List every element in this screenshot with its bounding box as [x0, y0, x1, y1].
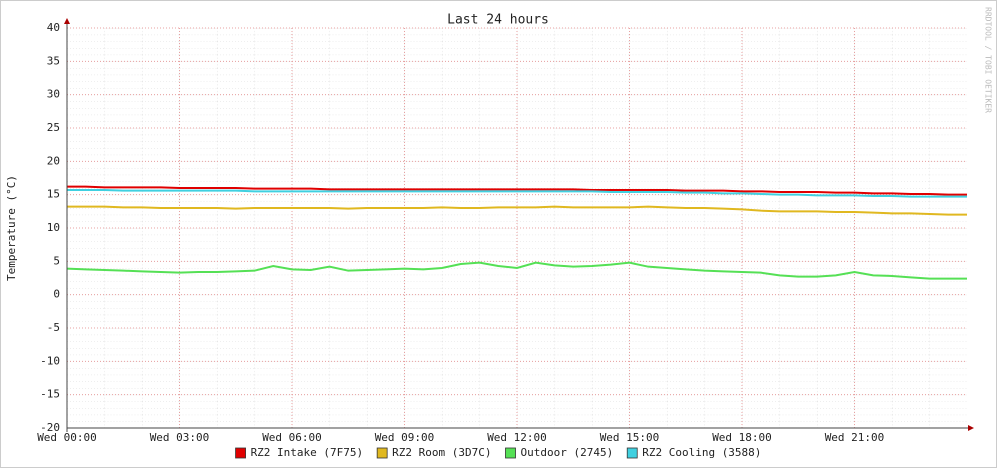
series-line	[66, 261, 967, 280]
y-tick-label: -10	[40, 354, 60, 367]
legend-swatch	[626, 447, 638, 459]
legend-label: RZ2 Cooling (3588)	[642, 446, 761, 459]
legend-swatch	[505, 447, 516, 459]
y-tick-label: 10	[47, 221, 60, 234]
y-tick-label: 35	[47, 54, 60, 67]
x-tick-label: Wed 06:00	[262, 431, 322, 444]
grid	[66, 27, 967, 429]
x-tick-label: Wed 03:00	[150, 431, 210, 444]
y-tick-label: 30	[47, 88, 60, 101]
legend: RZ2 Intake (7F75) RZ2 Room (3D7C) Outdoor …	[235, 446, 761, 459]
legend-item: RZ2 Cooling (3588)	[626, 446, 761, 459]
y-tick-label: -5	[47, 321, 60, 334]
x-tick-label: Wed 09:00	[375, 431, 435, 444]
legend-label: Outdoor (2745)	[521, 446, 614, 459]
y-arrow	[64, 18, 70, 24]
legend-item: Outdoor (2745)	[505, 446, 614, 459]
y-tick-label: 0	[53, 288, 60, 301]
x-tick-label: Wed 15:00	[600, 431, 660, 444]
x-tick-label: Wed 21:00	[825, 431, 885, 444]
watermark: RRDTOOL / TOBI OETIKER	[984, 7, 993, 113]
y-tick-label: 25	[47, 121, 60, 134]
x-tick-label: Wed 00:00	[37, 431, 97, 444]
series-line	[67, 205, 967, 216]
legend-item: RZ2 Room (3D7C)	[376, 446, 492, 459]
y-tick-label: 5	[53, 254, 60, 267]
y-tick-label: -20	[40, 421, 60, 434]
legend-swatch	[235, 447, 246, 459]
y-axis-label: Temperature (°C)	[5, 175, 18, 281]
x-tick-label: Wed 18:00	[712, 431, 772, 444]
y-tick-label: 40	[47, 21, 60, 34]
y-tick-label: -15	[40, 388, 60, 401]
legend-swatch	[376, 447, 388, 459]
y-tick-label: 20	[47, 154, 60, 167]
x-tick-label: Wed 12:00	[487, 431, 547, 444]
x-arrow	[968, 425, 974, 431]
chart-title: Last 24 hours	[447, 13, 549, 28]
series-line	[67, 189, 967, 198]
y-tick-label: 15	[47, 188, 60, 201]
series-line	[67, 185, 967, 196]
plot	[66, 185, 967, 280]
legend-label: RZ2 Room (3D7C)	[392, 446, 491, 459]
legend-label: RZ2 Intake (7F75)	[251, 446, 364, 459]
legend-item: RZ2 Intake (7F75)	[235, 446, 364, 459]
